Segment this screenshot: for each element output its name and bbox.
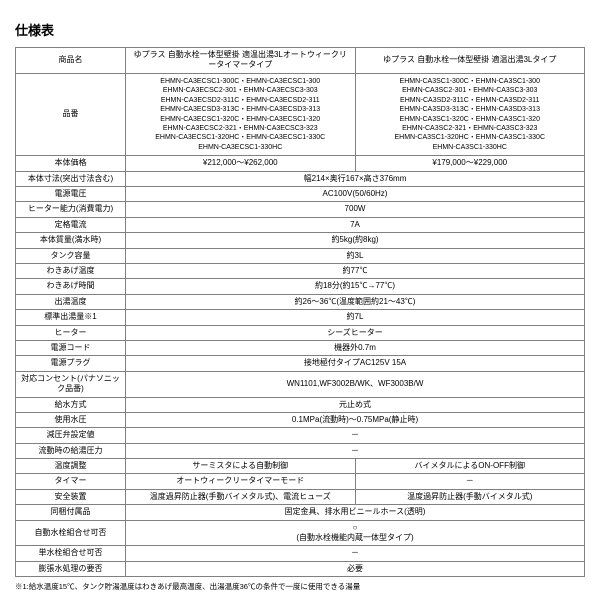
- cell: 7A: [126, 217, 585, 232]
- row-label: 電源電圧: [16, 187, 126, 202]
- cell: 温度過昇防止器(手動バイメタル式): [355, 489, 585, 504]
- row-label: タイマー: [16, 474, 126, 489]
- table-row: タイマーオートウィークリータイマーモード－: [16, 474, 585, 489]
- table-row: 安全装置温度過昇防止器(手動バイメタル式)、電流ヒューズ温度過昇防止器(手動バイ…: [16, 489, 585, 504]
- row-label: 標準出湯量※1: [16, 310, 126, 325]
- cell: ゆプラス 自動水栓一体型壁掛 適温出湯3Lタイプ: [355, 48, 585, 74]
- cell: 約3L: [126, 248, 585, 263]
- cell: シーズヒーター: [126, 325, 585, 340]
- row-label: 単水栓組合せ可否: [16, 546, 126, 561]
- cell: 元止め式: [126, 397, 585, 412]
- cell: サーミスタによる自動制御: [126, 459, 356, 474]
- table-row: 電源コード機器外0.7m: [16, 340, 585, 355]
- table-row: 本体寸法(突出寸法含む)幅214×奥行167×高さ376mm: [16, 171, 585, 186]
- cell: 幅214×奥行167×高さ376mm: [126, 171, 585, 186]
- cell: WN1101,WF3002B/WK、WF3003B/W: [126, 371, 585, 397]
- cell: 接地極付タイプAC125V 15A: [126, 356, 585, 371]
- table-row: ヒーターシーズヒーター: [16, 325, 585, 340]
- cell: ¥179,000～¥229,000: [355, 156, 585, 171]
- cell: 約18分(約15℃→77℃): [126, 279, 585, 294]
- cell: －: [126, 546, 585, 561]
- cell: 必要: [126, 561, 585, 576]
- cell: オートウィークリータイマーモード: [126, 474, 356, 489]
- cell: －: [126, 443, 585, 458]
- footnote: ※1:給水温度15℃、タンク貯湯温度はわきあげ最高温度、出湯温度36℃の条件で一…: [15, 581, 585, 592]
- cell: AC100V(50/60Hz): [126, 187, 585, 202]
- table-row: 使用水圧0.1MPa(流動時)～0.75MPa(静止時): [16, 412, 585, 427]
- row-label: 給水方式: [16, 397, 126, 412]
- table-title: 仕様表: [15, 20, 585, 39]
- row-label: 自動水栓組合せ可否: [16, 520, 126, 546]
- row-label: タンク容量: [16, 248, 126, 263]
- table-row: 本体質量(満水時)約5kg(約8kg): [16, 233, 585, 248]
- table-row: 定格電流7A: [16, 217, 585, 232]
- row-label: 温度調整: [16, 459, 126, 474]
- cell: ¥212,000～¥262,000: [126, 156, 356, 171]
- cell: 700W: [126, 202, 585, 217]
- cell: 温度過昇防止器(手動バイメタル式)、電流ヒューズ: [126, 489, 356, 504]
- row-label: 本体価格: [16, 156, 126, 171]
- row-label: ヒーター: [16, 325, 126, 340]
- cell: 機器外0.7m: [126, 340, 585, 355]
- table-row: 給水方式元止め式: [16, 397, 585, 412]
- row-label: 同梱付属品: [16, 505, 126, 520]
- cell: 約7L: [126, 310, 585, 325]
- cell: －: [126, 428, 585, 443]
- cell: 約77℃: [126, 264, 585, 279]
- row-label: 膨張水処理の要否: [16, 561, 126, 576]
- table-row: 流動時の給湯圧力－: [16, 443, 585, 458]
- cell: 約5kg(約8kg): [126, 233, 585, 248]
- table-row: 温度調整サーミスタによる自動制御バイメタルによるON-OFF制御: [16, 459, 585, 474]
- table-row: わきあげ時間約18分(約15℃→77℃): [16, 279, 585, 294]
- cell: ゆプラス 自動水栓一体型壁掛 適温出湯3Lオートウィークリータイマータイプ: [126, 48, 356, 74]
- table-row: 電源プラグ接地極付タイプAC125V 15A: [16, 356, 585, 371]
- row-label: わきあげ時間: [16, 279, 126, 294]
- row-label: 使用水圧: [16, 412, 126, 427]
- cell: 0.1MPa(流動時)～0.75MPa(静止時): [126, 412, 585, 427]
- cell: EHMN-CA3SC1-300C・EHMN-CA3SC1-300 EHMN-CA…: [355, 73, 585, 156]
- row-label: ヒーター能力(消費電力): [16, 202, 126, 217]
- table-row: 自動水栓組合せ可否○ (自動水栓機能内蔵一体型タイプ): [16, 520, 585, 546]
- table-row: 電源電圧AC100V(50/60Hz): [16, 187, 585, 202]
- cell: 固定金具、排水用ビニールホース(透明): [126, 505, 585, 520]
- table-row: わきあげ温度約77℃: [16, 264, 585, 279]
- row-label: 商品名: [16, 48, 126, 74]
- row-label: 電源コード: [16, 340, 126, 355]
- table-row: 出湯温度約26～36℃(温度範囲約21～43℃): [16, 294, 585, 309]
- row-label: 電源プラグ: [16, 356, 126, 371]
- cell: バイメタルによるON-OFF制御: [355, 459, 585, 474]
- table-row: 単水栓組合せ可否－: [16, 546, 585, 561]
- row-label: 減圧弁設定値: [16, 428, 126, 443]
- table-row: 品番EHMN-CA3ECSC1-300C・EHMN-CA3ECSC1-300 E…: [16, 73, 585, 156]
- row-label: 安全装置: [16, 489, 126, 504]
- cell: 約26～36℃(温度範囲約21～43℃): [126, 294, 585, 309]
- row-label: 本体寸法(突出寸法含む): [16, 171, 126, 186]
- row-label: 出湯温度: [16, 294, 126, 309]
- cell: EHMN-CA3ECSC1-300C・EHMN-CA3ECSC1-300 EHM…: [126, 73, 356, 156]
- row-label: 流動時の給湯圧力: [16, 443, 126, 458]
- table-row: 商品名ゆプラス 自動水栓一体型壁掛 適温出湯3Lオートウィークリータイマータイプ…: [16, 48, 585, 74]
- table-row: 対応コンセント(パナソニック品番)WN1101,WF3002B/WK、WF300…: [16, 371, 585, 397]
- table-row: 本体価格¥212,000～¥262,000¥179,000～¥229,000: [16, 156, 585, 171]
- row-label: 定格電流: [16, 217, 126, 232]
- cell: ○ (自動水栓機能内蔵一体型タイプ): [126, 520, 585, 546]
- table-row: 膨張水処理の要否必要: [16, 561, 585, 576]
- table-row: 同梱付属品固定金具、排水用ビニールホース(透明): [16, 505, 585, 520]
- table-row: タンク容量約3L: [16, 248, 585, 263]
- row-label: わきあげ温度: [16, 264, 126, 279]
- table-row: 標準出湯量※1約7L: [16, 310, 585, 325]
- row-label: 本体質量(満水時): [16, 233, 126, 248]
- table-row: 減圧弁設定値－: [16, 428, 585, 443]
- spec-table: 商品名ゆプラス 自動水栓一体型壁掛 適温出湯3Lオートウィークリータイマータイプ…: [15, 47, 585, 577]
- cell: －: [355, 474, 585, 489]
- row-label: 対応コンセント(パナソニック品番): [16, 371, 126, 397]
- row-label: 品番: [16, 73, 126, 156]
- table-row: ヒーター能力(消費電力)700W: [16, 202, 585, 217]
